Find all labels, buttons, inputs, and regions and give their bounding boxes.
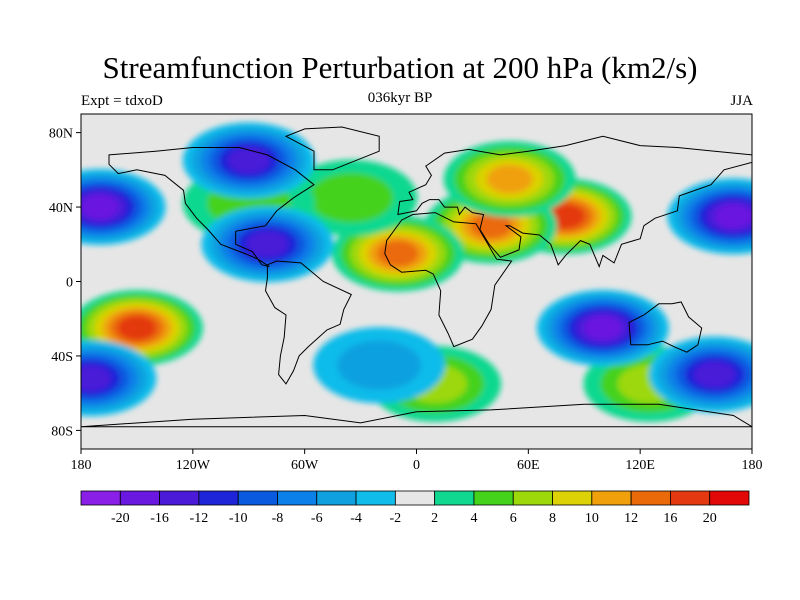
colorbar: -20 -16 -12 -10 -8 -6 -4 -2 2 4 6 8 10 12 16 20 — [80, 490, 750, 526]
colorbar-label: 4 — [470, 511, 477, 526]
field-contour-fill — [228, 147, 270, 174]
colorbar-label: -16 — [150, 511, 169, 526]
colorbar-swatch — [512, 490, 553, 506]
lat-tick-label: 80S — [51, 424, 73, 439]
lat-tick-label: 80N — [49, 127, 73, 142]
colorbar-label: 2 — [431, 511, 438, 526]
season-label: JJA — [730, 93, 753, 109]
colorbar-swatch — [277, 490, 318, 506]
axis-ticks: 180 120W 60W 0 60E 120E 180 80N 40N 0 40S 80S — [49, 127, 763, 473]
plot-title: Streamfunction Perturbation at 200 hPa (… — [102, 50, 698, 85]
lat-tick-label: 40N — [49, 201, 73, 216]
time-label: 036kyr BP — [367, 90, 433, 106]
coastlines — [81, 126, 752, 428]
streamfunction-field — [81, 114, 752, 449]
colorbar-label: -4 — [350, 511, 362, 526]
lon-tick-label: 180 — [742, 458, 763, 473]
colorbar-label: 12 — [624, 511, 638, 526]
field-contour-fill — [309, 173, 394, 223]
field-contour-fill — [583, 315, 622, 341]
colorbar-label: 10 — [585, 511, 599, 526]
lon-tick-label: 120E — [625, 458, 655, 473]
colorbar-swatch — [355, 490, 396, 506]
colorbar-swatch — [473, 490, 514, 506]
colorbar-swatch — [709, 490, 750, 506]
colorbar-swatch — [237, 490, 278, 506]
colorbar-swatch — [316, 490, 357, 506]
field-contour-fill — [377, 240, 419, 267]
colorbar-label: -12 — [190, 511, 209, 526]
colorbar-swatch — [80, 490, 121, 506]
colorbar-swatch — [159, 490, 200, 506]
colorbar-swatch — [670, 490, 711, 506]
lat-tick-label: 0 — [66, 276, 73, 291]
field-contour-fill — [486, 164, 533, 194]
field-contour-fill — [81, 365, 112, 392]
colorbar-swatch — [434, 490, 475, 506]
colorbar-swatch — [630, 490, 671, 506]
colorbar-label: -20 — [111, 511, 130, 526]
coastline-path — [81, 403, 752, 428]
lat-tick-label: 40S — [51, 350, 73, 365]
coastline-path — [284, 126, 380, 171]
field-contour-fill — [714, 204, 752, 229]
coastline-path — [397, 135, 752, 269]
coastline-path — [264, 260, 352, 385]
lon-tick-label: 60E — [517, 458, 540, 473]
colorbar-label: -6 — [311, 511, 323, 526]
coastline-path — [628, 301, 703, 353]
colorbar-label: -10 — [229, 511, 248, 526]
lon-tick-label: 60W — [291, 458, 319, 473]
lon-tick-label: 0 — [413, 458, 420, 473]
colorbar-swatch — [198, 490, 239, 506]
colorbar-swatch — [394, 490, 436, 506]
colorbar-swatch — [552, 490, 593, 506]
lon-tick-label: 120W — [176, 458, 211, 473]
colorbar-swatch — [119, 490, 160, 506]
experiment-label: Expt = tdxoD — [81, 93, 163, 109]
field-contour-fill — [337, 340, 422, 390]
colorbar-label: 8 — [549, 511, 556, 526]
field-contour-fill — [117, 315, 156, 341]
colorbar-swatch — [591, 490, 632, 506]
colorbar-label: -2 — [390, 511, 402, 526]
field-contour-fill — [694, 361, 736, 388]
coastline-path — [108, 147, 315, 268]
field-contour-fill — [81, 195, 119, 220]
field-contour-fill — [246, 231, 289, 258]
colorbar-label: 6 — [510, 511, 517, 526]
colorbar-label: -8 — [272, 511, 284, 526]
colorbar-label: 20 — [703, 511, 717, 526]
lon-tick-label: 180 — [71, 458, 92, 473]
coastline-path — [384, 212, 513, 348]
colorbar-label: 16 — [663, 511, 677, 526]
